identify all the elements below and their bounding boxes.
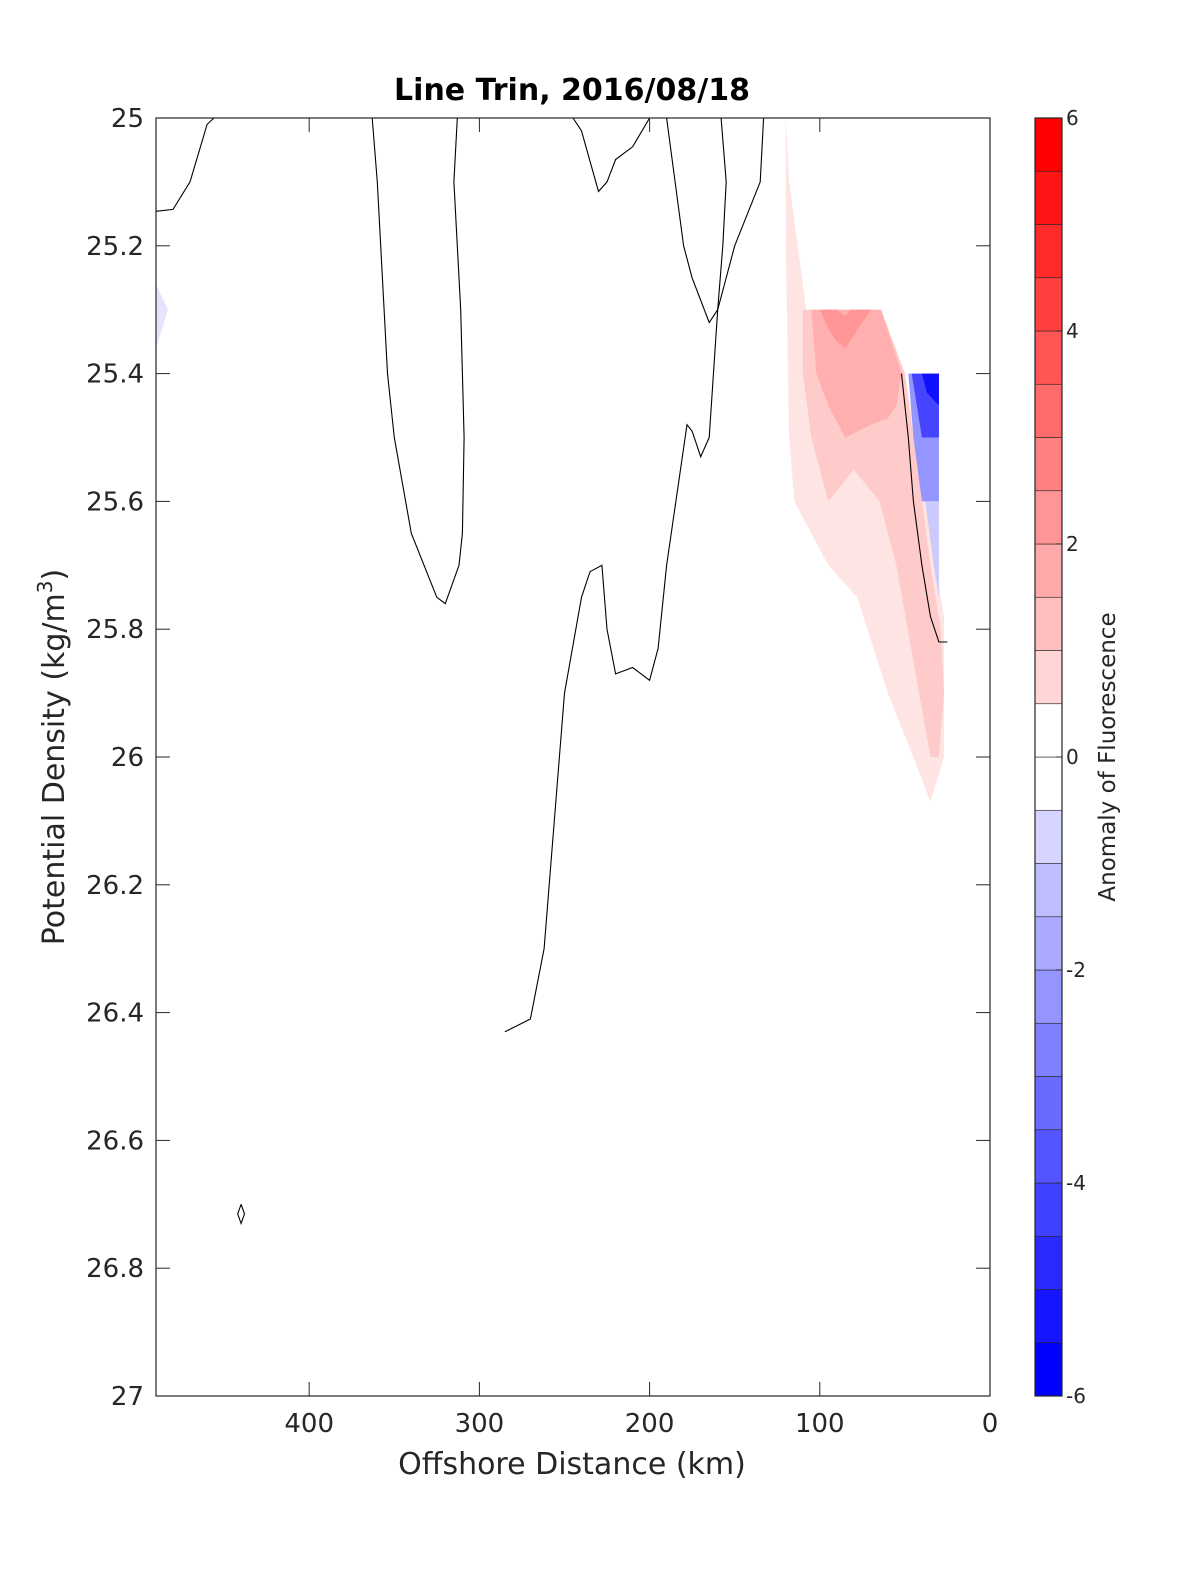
zero-contour-6 [237,1204,246,1226]
x-tick-label: 300 [455,1409,505,1439]
y-tick-label: 26.6 [86,1126,144,1156]
colorbar-band [1034,383,1063,438]
colorbar-band [1034,330,1063,385]
chart-title: Line Trin, 2016/08/18 [394,73,750,108]
colorbar-band [1034,224,1063,279]
y-axis-label: Potential Density (kg/m3) [33,569,72,945]
colorbar: -6 -4 -2 0 2 4 6 Anomaly of Fluorescence [1034,106,1121,1408]
colorbar-band [1034,863,1063,918]
y-tick-label: 25.8 [86,615,144,645]
colorbar-band [1034,703,1063,758]
y-tick-label: 26.2 [86,871,144,901]
colorbar-tick-label: 4 [1066,319,1079,343]
colorbar-band [1034,117,1063,172]
y-axis-ticks: 25 25.2 25.4 25.6 25.8 26 26.2 26.4 26.6 26.8 27 [86,104,990,1412]
colorbar-band [1034,490,1063,545]
zero-contour-2 [572,117,651,193]
x-tick-label: 200 [625,1409,675,1439]
x-tick-label: 100 [795,1409,845,1439]
y-tick-label: 25.2 [86,232,144,262]
colorbar-tick-label: 2 [1066,532,1079,556]
zero-contour-lines [155,117,948,1226]
filled-region-4 [819,309,871,348]
colorbar-band [1034,1289,1063,1344]
colorbar-band [1034,1076,1063,1131]
zero-contour-5 [900,373,948,643]
x-axis-ticks: 400 300 200 100 0 [284,118,998,1439]
colorbar-band [1034,1022,1063,1077]
colorbar-band [1034,1182,1063,1237]
colorbar-ticks: -6 -4 -2 0 2 4 6 [1056,106,1086,1408]
x-tick-label: 400 [284,1409,334,1439]
y-axis-label-main: Potential Density (kg/m [37,593,72,945]
y-axis-label-superscript: 3 [33,580,57,593]
colorbar-band [1034,916,1063,971]
x-tick-label: 0 [982,1409,999,1439]
colorbar-band [1034,1235,1063,1290]
colorbar-band [1034,969,1063,1024]
y-tick-label: 26.8 [86,1254,144,1284]
y-axis-label-close: ) [37,569,72,581]
colorbar-band [1034,756,1063,811]
y-tick-label: 25.4 [86,360,144,390]
colorbar-tick-label: -2 [1066,958,1086,982]
colorbar-tick-label: -6 [1066,1384,1086,1408]
filled-region-7 [921,373,939,406]
colorbar-band [1034,809,1063,864]
colorbar-tick-label: -4 [1066,1171,1086,1195]
zero-contour-1 [371,117,465,605]
colorbar-band [1034,1342,1063,1397]
zero-contour-0 [155,117,215,212]
zero-contour-4 [504,117,765,1033]
filled-region-3 [811,309,902,438]
colorbar-band [1034,1129,1063,1184]
plot-area: 400 300 200 100 0 25 25.2 25.4 25.6 25.8 26 26.2 26… [86,104,998,1439]
filled-region-0 [156,284,168,348]
colorbar-band [1034,170,1063,225]
colorbar-band [1034,596,1063,651]
y-tick-label: 25.6 [86,487,144,517]
colorbar-band [1034,277,1063,332]
y-tick-label: 27 [111,1382,144,1412]
colorbar-band [1034,650,1063,705]
filled-region-8 [925,501,939,598]
y-tick-label: 26 [111,743,144,773]
colorbar-tick-label: 6 [1066,106,1079,130]
colorbar-tick-label: 0 [1066,745,1079,769]
y-tick-label: 25 [111,104,144,134]
colorbar-band [1034,543,1063,598]
x-axis-label: Offshore Distance (km) [398,1447,746,1482]
zero-contour-3 [666,117,727,324]
filled-contours [156,118,944,802]
colorbar-label: Anomaly of Fluorescence [1095,612,1121,901]
colorbar-band [1034,437,1063,492]
y-tick-label: 26.4 [86,999,144,1029]
